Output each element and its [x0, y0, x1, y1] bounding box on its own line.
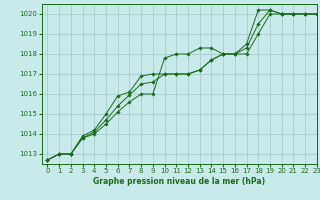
X-axis label: Graphe pression niveau de la mer (hPa): Graphe pression niveau de la mer (hPa) [93, 177, 265, 186]
